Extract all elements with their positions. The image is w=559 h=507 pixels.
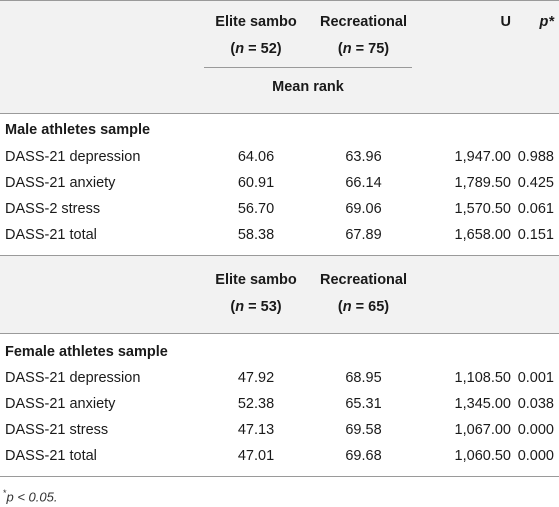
u-value: 1,060.50 <box>454 448 511 464</box>
p-value: 0.000 <box>517 448 554 464</box>
footnote: *p < 0.05. <box>3 483 57 507</box>
recreational-value: 65.31 <box>345 396 382 412</box>
elite-value: 60.91 <box>237 175 275 191</box>
row-label: DASS-21 depression <box>5 149 141 165</box>
row-label: DASS-2 stress <box>5 201 101 217</box>
header-band-2 <box>0 256 559 333</box>
p-value: 0.038 <box>517 396 554 412</box>
recreational-value: 69.68 <box>345 448 382 464</box>
n-value: 75 <box>368 41 385 57</box>
header2-elite-label: Elite sambo <box>215 272 297 288</box>
recreational-value: 69.06 <box>345 201 382 217</box>
male-section-title-row: Male athletes sample <box>0 117 559 143</box>
row-label: DASS-21 depression <box>5 370 141 386</box>
u-value: 1,108.50 <box>454 370 511 386</box>
male-section-title: Male athletes sample <box>5 122 151 138</box>
table-top-rule <box>0 0 559 1</box>
table-row: DASS-21 depression 64.06 63.96 1,947.00 … <box>0 144 559 170</box>
header2-elite-n: (n = 53) <box>230 299 282 315</box>
u-value: 1,947.00 <box>454 149 511 165</box>
elite-value: 64.06 <box>237 149 275 165</box>
table-row: DASS-2 stress 56.70 69.06 1,570.50 0.061 <box>0 196 559 222</box>
mean-rank-rule <box>204 67 412 68</box>
row-label: DASS-21 total <box>5 227 97 243</box>
header1-row2: (n = 52) (n = 75) <box>0 36 559 62</box>
n-symbol: n <box>342 299 352 315</box>
n-symbol: n <box>235 299 245 315</box>
u-value: 1,067.00 <box>454 422 511 438</box>
recreational-value: 67.89 <box>345 227 382 243</box>
header1-elite-label: Elite sambo <box>215 14 297 30</box>
p-value: 0.425 <box>517 175 554 191</box>
header1-recreational-label: Recreational <box>319 14 408 30</box>
n-value: 52 <box>260 41 277 57</box>
u-value: 1,658.00 <box>454 227 511 243</box>
header1-bottom-rule <box>0 113 559 114</box>
p-value: 0.988 <box>517 149 554 165</box>
female-section-title: Female athletes sample <box>5 344 168 360</box>
table-row: DASS-21 total 47.01 69.68 1,060.50 0.000 <box>0 443 559 469</box>
header2-recreational-label: Recreational <box>319 272 408 288</box>
header-band-1 <box>0 1 559 114</box>
recreational-value: 63.96 <box>345 149 382 165</box>
header2-recreational-n: (n = 65) <box>337 299 390 315</box>
recreational-value: 69.58 <box>345 422 382 438</box>
header2-bottom-rule <box>0 333 559 334</box>
row-label: DASS-21 anxiety <box>5 396 116 412</box>
u-value: 1,345.00 <box>454 396 511 412</box>
elite-value: 47.13 <box>237 422 275 438</box>
header1-row1: Elite sambo Recreational U p* <box>0 9 559 35</box>
recreational-value: 66.14 <box>345 175 382 191</box>
row-label: DASS-21 stress <box>5 422 109 438</box>
footnote-text: p < 0.05. <box>6 489 58 505</box>
n-value: 53 <box>260 299 277 315</box>
elite-value: 47.92 <box>237 370 275 386</box>
p-value: 0.001 <box>517 370 554 386</box>
header1-row3: Mean rank <box>0 74 559 100</box>
table-row: DASS-21 anxiety 60.91 66.14 1,789.50 0.4… <box>0 170 559 196</box>
p-value: 0.061 <box>517 201 554 217</box>
elite-value: 58.38 <box>237 227 275 243</box>
header2-row1: Elite sambo Recreational <box>0 267 559 293</box>
u-value: 1,789.50 <box>454 175 511 191</box>
elite-value: 47.01 <box>237 448 275 464</box>
table-row: DASS-21 stress 47.13 69.58 1,067.00 0.00… <box>0 417 559 443</box>
footnote-mark: * <box>3 488 7 498</box>
table-row: DASS-21 total 58.38 67.89 1,658.00 0.151 <box>0 222 559 248</box>
male-bottom-rule <box>0 255 559 256</box>
recreational-value: 68.95 <box>345 370 382 386</box>
n-symbol: n <box>342 41 352 57</box>
u-value: 1,570.50 <box>454 201 511 217</box>
p-value: 0.151 <box>517 227 554 243</box>
header2-row2: (n = 53) (n = 65) <box>0 294 559 320</box>
elite-value: 56.70 <box>237 201 275 217</box>
header1-elite-n: (n = 52) <box>230 41 282 57</box>
female-section-title-row: Female athletes sample <box>0 339 559 365</box>
table-row: DASS-21 depression 47.92 68.95 1,108.50 … <box>0 365 559 391</box>
row-label: DASS-21 total <box>5 448 97 464</box>
elite-value: 52.38 <box>237 396 275 412</box>
row-label: DASS-21 anxiety <box>5 175 116 191</box>
table-bottom-rule <box>0 476 559 477</box>
header1-recreational-n: (n = 75) <box>337 41 390 57</box>
mean-rank-label: Mean rank <box>272 79 344 95</box>
header1-u-label: U <box>500 14 511 30</box>
p-value: 0.000 <box>517 422 554 438</box>
header1-p-label: p* <box>539 14 555 30</box>
table-row: DASS-21 anxiety 52.38 65.31 1,345.00 0.0… <box>0 391 559 417</box>
n-value: 65 <box>368 299 385 315</box>
n-symbol: n <box>235 41 245 57</box>
